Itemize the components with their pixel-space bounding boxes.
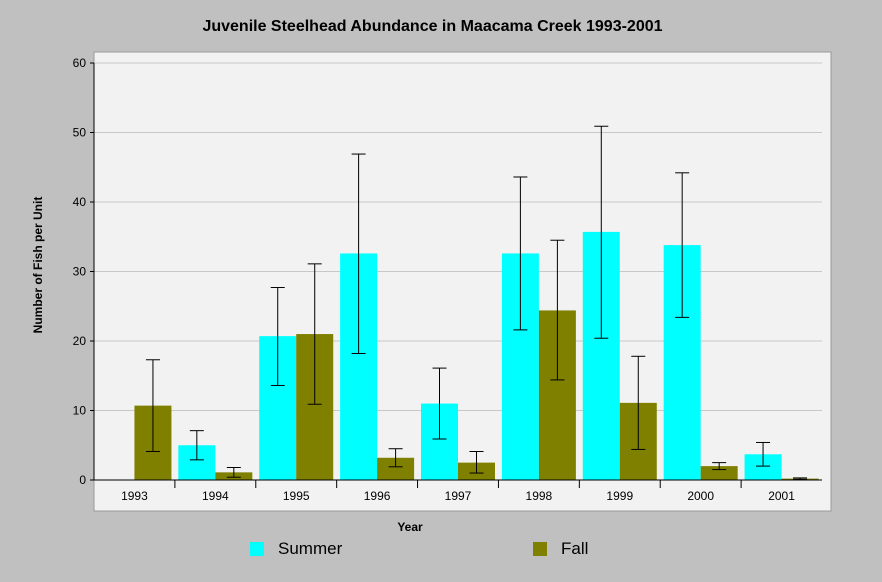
x-tick-label: 1993 bbox=[121, 489, 148, 503]
y-tick-label: 10 bbox=[73, 404, 87, 418]
bar-fall-1996 bbox=[377, 457, 415, 480]
bars bbox=[134, 125, 819, 480]
y-tick-label: 30 bbox=[73, 265, 87, 279]
y-axis-title: Number of Fish per Unit bbox=[31, 196, 45, 334]
x-tick-label: 1998 bbox=[526, 489, 553, 503]
x-tick-label: 2001 bbox=[768, 489, 795, 503]
legend-label-fall: Fall bbox=[561, 539, 589, 558]
legend-label-summer: Summer bbox=[278, 539, 343, 558]
y-tick-label: 0 bbox=[79, 473, 86, 487]
legend-swatch-fall bbox=[533, 542, 547, 556]
x-tick-label: 1995 bbox=[283, 489, 310, 503]
axes: 0 10 20 30 40 50 60 1993 1994 1995 1996 1997 1998 199… bbox=[73, 56, 822, 503]
x-tick-label: 1996 bbox=[364, 489, 391, 503]
x-tick-label: 1997 bbox=[445, 489, 472, 503]
y-tick-label: 40 bbox=[73, 195, 87, 209]
x-tick-label: 1994 bbox=[202, 489, 229, 503]
y-tick-label: 50 bbox=[73, 126, 87, 140]
bar-fall-2000 bbox=[700, 466, 738, 480]
x-tick-label: 2000 bbox=[687, 489, 714, 503]
x-tick-label: 1999 bbox=[606, 489, 633, 503]
plot-area bbox=[93, 51, 832, 512]
legend-item-summer: Summer bbox=[250, 538, 342, 560]
legend-item-fall: Fall bbox=[533, 538, 588, 560]
y-tick-label: 60 bbox=[73, 56, 87, 70]
chart-title: Juvenile Steelhead Abundance in Maacama … bbox=[202, 18, 663, 35]
legend-swatch-summer bbox=[250, 542, 264, 556]
y-tick-label: 20 bbox=[73, 334, 87, 348]
x-axis-title: Year bbox=[397, 520, 423, 534]
